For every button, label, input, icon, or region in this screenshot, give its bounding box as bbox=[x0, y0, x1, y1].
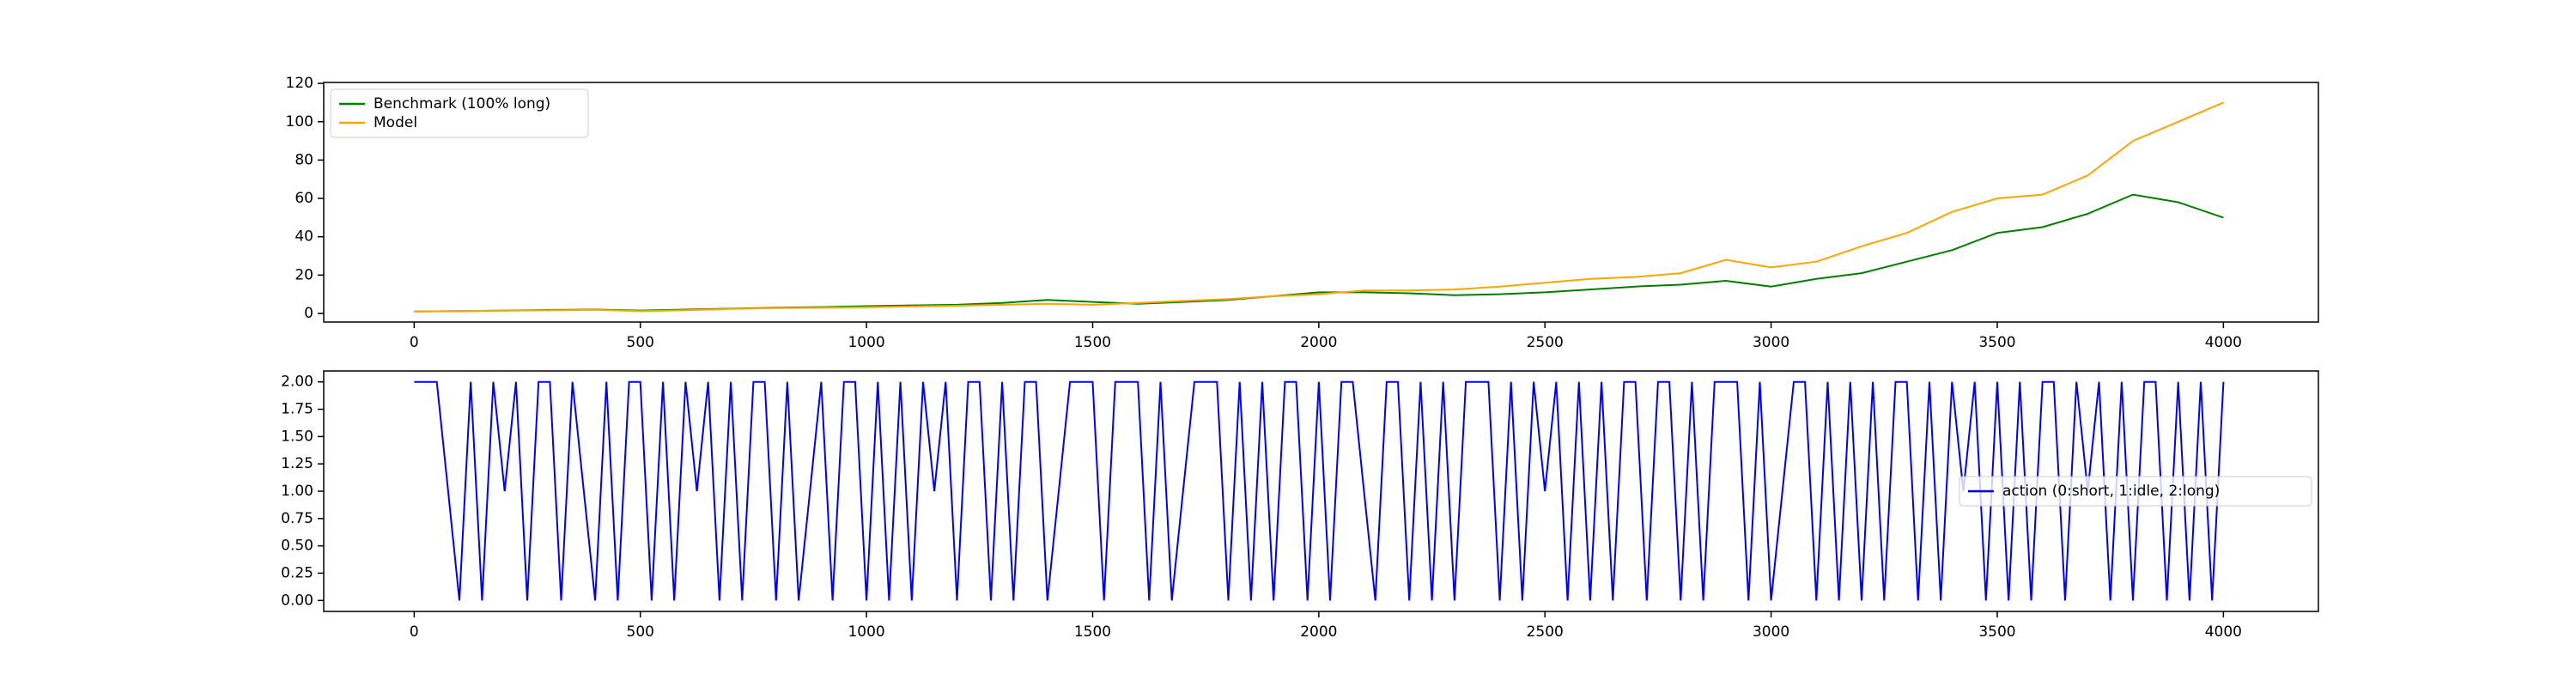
data-line bbox=[414, 380, 2225, 601]
y-tick-label: 40 bbox=[295, 228, 313, 246]
x-tick-label: 0 bbox=[410, 623, 419, 641]
x-tick-label: 2500 bbox=[1527, 623, 1564, 641]
y-tick-label: 2.00 bbox=[281, 374, 313, 391]
x-tick-label: 3500 bbox=[1978, 334, 2015, 351]
y-tick-label: 0.50 bbox=[281, 538, 313, 555]
x-tick-label: 3000 bbox=[1753, 334, 1789, 351]
x-tick-label: 4000 bbox=[2205, 623, 2242, 641]
x-tick-label: 2000 bbox=[1300, 623, 1337, 641]
legend bbox=[1959, 476, 2312, 507]
y-tick-label: 60 bbox=[295, 190, 313, 207]
y-tick-label: 120 bbox=[286, 75, 313, 92]
x-tick-label: 3500 bbox=[1978, 623, 2015, 641]
x-tick-label: 1500 bbox=[1074, 623, 1111, 641]
data-line bbox=[414, 101, 2224, 313]
y-tick-label: 1.75 bbox=[281, 401, 313, 418]
legend-label: action (0:short, 1:idle, 2:long) bbox=[2002, 483, 2220, 500]
x-tick-label: 1500 bbox=[1074, 334, 1111, 351]
plot-area bbox=[323, 82, 2319, 323]
y-tick-label: 1.00 bbox=[281, 483, 313, 500]
x-tick-label: 1000 bbox=[848, 623, 884, 641]
y-tick-label: 0 bbox=[304, 305, 313, 322]
y-tick-label: 20 bbox=[295, 266, 313, 283]
x-tick-label: 2500 bbox=[1527, 334, 1564, 351]
x-tick-label: 4000 bbox=[2205, 334, 2242, 351]
y-tick-label: 0.00 bbox=[281, 592, 313, 609]
y-tick-label: 0.25 bbox=[281, 564, 313, 581]
y-tick-label: 80 bbox=[295, 151, 313, 168]
y-tick-label: 1.25 bbox=[281, 455, 313, 472]
x-tick-label: 2000 bbox=[1300, 334, 1337, 351]
legend-label: Model bbox=[374, 114, 417, 131]
x-tick-label: 500 bbox=[627, 334, 654, 351]
x-tick-label: 500 bbox=[627, 623, 654, 641]
legend bbox=[330, 88, 589, 138]
y-tick-label: 100 bbox=[286, 113, 313, 131]
y-tick-label: 0.75 bbox=[281, 510, 313, 527]
x-tick-label: 0 bbox=[410, 334, 419, 351]
legend-label: Benchmark (100% long) bbox=[374, 95, 550, 112]
x-tick-label: 1000 bbox=[848, 334, 884, 351]
y-tick-label: 1.50 bbox=[281, 428, 313, 445]
x-tick-label: 3000 bbox=[1753, 623, 1789, 641]
